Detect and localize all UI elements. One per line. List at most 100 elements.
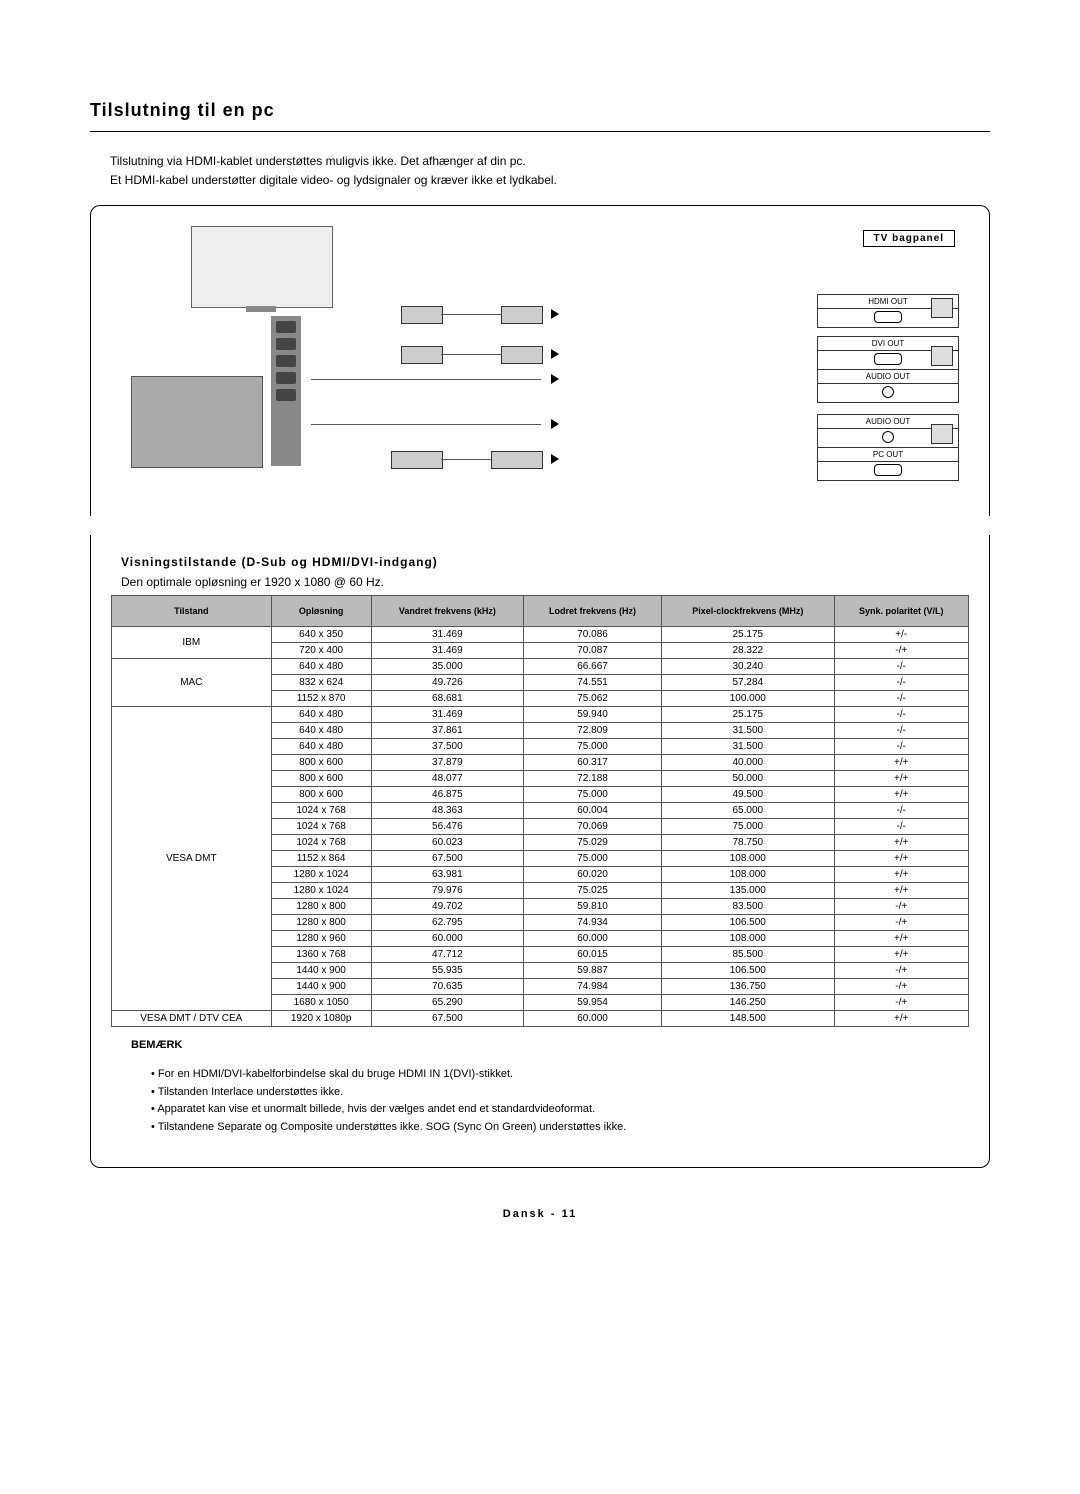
table-cell: 31.469 [371,643,523,659]
table-cell: 640 x 480 [271,723,371,739]
col-resolution: Opløsning [271,596,371,627]
arrow-right-icon [551,419,559,429]
cable-line [441,354,501,356]
table-cell: 59.887 [524,963,662,979]
table-cell: 59.940 [524,707,662,723]
table-cell: 68.681 [371,691,523,707]
panel-label: TV bagpanel [863,230,955,247]
table-cell: 146.250 [662,995,835,1011]
table-cell: +/- [834,627,968,643]
table-cell: -/+ [834,899,968,915]
table-cell: 75.000 [524,739,662,755]
table-cell: 40.000 [662,755,835,771]
table-cell: 79.976 [371,883,523,899]
table-cell: -/+ [834,915,968,931]
table-row: MAC640 x 48035.00066.66730.240-/- [112,659,969,675]
table-cell: 135.000 [662,883,835,899]
table-cell: 48.363 [371,803,523,819]
table-cell: 70.635 [371,979,523,995]
table-cell: 108.000 [662,851,835,867]
table-cell: +/+ [834,771,968,787]
table-cell: 60.015 [524,947,662,963]
table-cell: 37.500 [371,739,523,755]
dvi-plug-icon [401,346,443,364]
table-cell: 28.322 [662,643,835,659]
table-cell: 1280 x 800 [271,915,371,931]
notes-block: BEMÆRK For en HDMI/DVI-kabelforbindelse … [131,1037,969,1136]
notes-label: BEMÆRK [131,1037,969,1055]
table-cell: 74.551 [524,675,662,691]
mode-group-cell: VESA DMT [112,707,272,1011]
table-cell: -/+ [834,643,968,659]
table-cell: 57.284 [662,675,835,691]
col-vfreq: Lodret frekvens (Hz) [524,596,662,627]
table-cell: 49.702 [371,899,523,915]
page-title: Tilslutning til en pc [90,100,990,121]
table-cell: +/+ [834,931,968,947]
dvi-plug-icon [501,346,543,364]
tv-front-icon [191,226,333,308]
table-heading: Visningstilstande (D-Sub og HDMI/DVI-ind… [121,555,969,569]
table-cell: 106.500 [662,963,835,979]
table-cell: 60.023 [371,835,523,851]
arrow-right-icon [551,374,559,384]
display-modes-table: Tilstand Opløsning Vandret frekvens (kHz… [111,595,969,1027]
table-cell: 70.086 [524,627,662,643]
tv-back-icon [131,376,263,468]
table-cell: +/+ [834,867,968,883]
table-cell: -/- [834,659,968,675]
table-header-row: Tilstand Opløsning Vandret frekvens (kHz… [112,596,969,627]
pc-icon [931,298,953,318]
table-cell: 640 x 350 [271,627,371,643]
table-cell: 100.000 [662,691,835,707]
table-cell: 640 x 480 [271,707,371,723]
table-cell: 48.077 [371,771,523,787]
intro-line: Tilslutning via HDMI-kablet understøttes… [110,152,990,171]
note-item: Apparatet kan vise et unormalt billede, … [151,1101,969,1119]
table-cell: -/+ [834,995,968,1011]
col-syncpol: Synk. polaritet (V/L) [834,596,968,627]
table-cell: 60.000 [524,931,662,947]
hdmi-plug-icon [501,306,543,324]
table-cell: 85.500 [662,947,835,963]
note-item: Tilstanden Interlace understøttes ikke. [151,1084,969,1102]
mode-group-cell: MAC [112,659,272,707]
table-cell: 1360 x 768 [271,947,371,963]
table-cell: 75.000 [524,851,662,867]
table-cell: 60.020 [524,867,662,883]
table-cell: +/+ [834,883,968,899]
pc-icon [931,424,953,444]
table-cell: 56.476 [371,819,523,835]
table-cell: 1024 x 768 [271,819,371,835]
cable-line [441,314,501,316]
table-cell: +/+ [834,851,968,867]
intro-block: Tilslutning via HDMI-kablet understøttes… [110,152,990,190]
table-cell: 75.029 [524,835,662,851]
table-cell: 108.000 [662,867,835,883]
table-cell: 106.500 [662,915,835,931]
table-cell: 640 x 480 [271,659,371,675]
table-cell: 30.240 [662,659,835,675]
table-cell: 108.000 [662,931,835,947]
table-cell: +/+ [834,835,968,851]
table-cell: 75.000 [524,787,662,803]
table-cell: 63.981 [371,867,523,883]
table-cell: 37.879 [371,755,523,771]
table-cell: 75.000 [662,819,835,835]
table-cell: 50.000 [662,771,835,787]
tv-port-block-icon [271,316,301,466]
arrow-right-icon [551,349,559,359]
table-cell: 800 x 600 [271,771,371,787]
table-cell: 74.984 [524,979,662,995]
table-cell: -/- [834,723,968,739]
mode-group-cell: VESA DMT / DTV CEA [112,1011,272,1027]
table-cell: +/+ [834,1011,968,1027]
table-cell: -/- [834,707,968,723]
table-cell: 65.000 [662,803,835,819]
table-cell: -/- [834,819,968,835]
col-pixelclock: Pixel-clockfrekvens (MHz) [662,596,835,627]
table-cell: 1152 x 870 [271,691,371,707]
table-cell: 148.500 [662,1011,835,1027]
table-cell: 67.500 [371,1011,523,1027]
table-cell: 720 x 400 [271,643,371,659]
